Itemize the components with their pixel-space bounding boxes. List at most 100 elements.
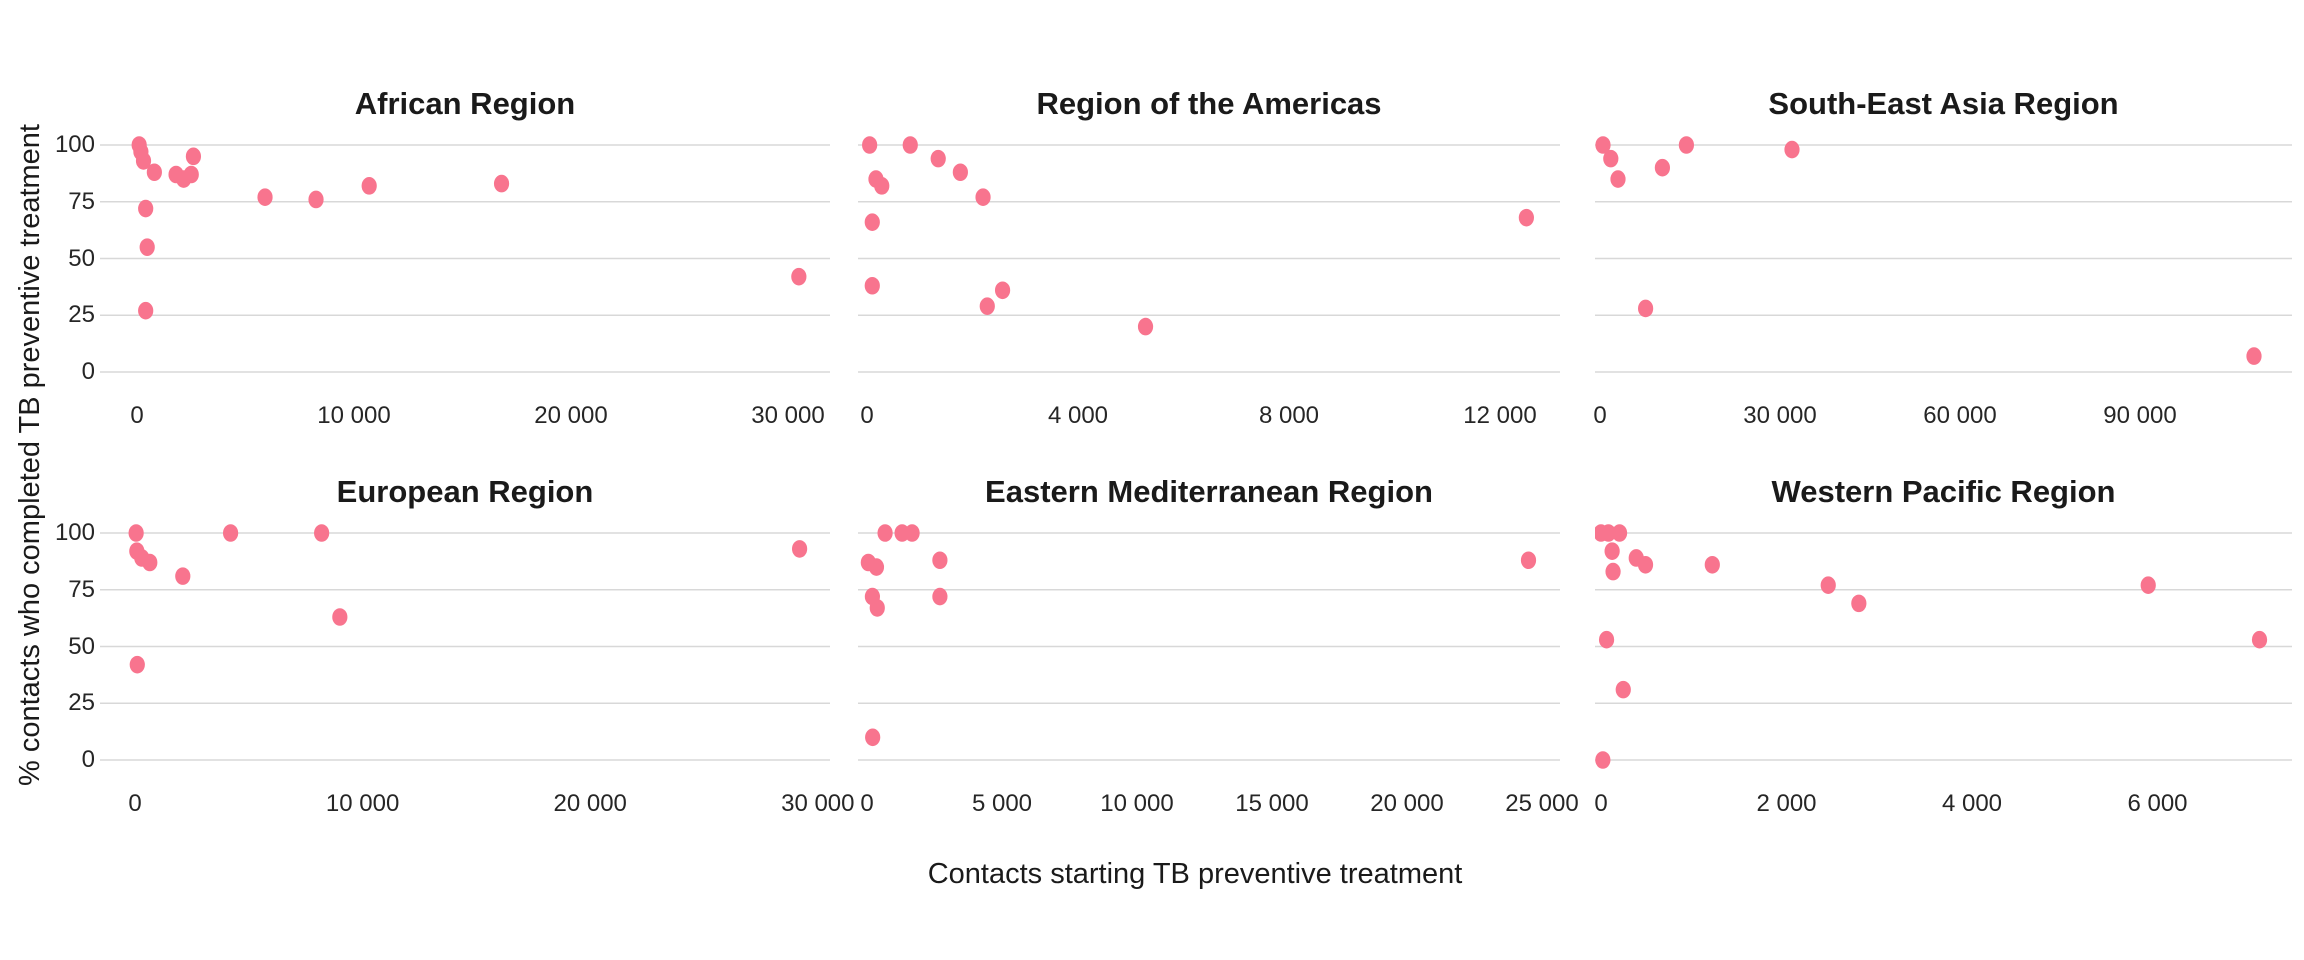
x-tick-label: 30 000	[1743, 402, 1817, 429]
data-point	[1820, 576, 1836, 595]
data-point	[1518, 208, 1534, 227]
x-tick-label: 4 000	[1941, 790, 2003, 817]
data-point	[183, 165, 199, 184]
data-point	[864, 276, 880, 295]
data-point	[138, 301, 154, 320]
x-tick-label: 12 000	[1463, 402, 1537, 429]
x-axis-label: Contacts starting TB preventive treatmen…	[927, 858, 1463, 890]
data-point	[1654, 158, 1670, 177]
x-tick-label: 30 000	[751, 402, 825, 429]
panel-plot-1	[100, 136, 830, 373]
data-point	[904, 524, 920, 542]
data-point	[791, 540, 808, 558]
y-tick-label: 100	[54, 131, 95, 158]
data-point	[869, 599, 885, 617]
x-tick-label: 0	[1594, 790, 1608, 817]
data-point	[1637, 555, 1654, 574]
data-point	[791, 267, 807, 286]
data-point	[1851, 594, 1867, 613]
data-point	[932, 551, 948, 570]
panel-plot-3	[1595, 136, 2292, 373]
data-point	[994, 281, 1011, 300]
x-tick-label: 0	[1593, 402, 1607, 429]
data-point	[862, 136, 878, 154]
panel-title-1: African Region	[354, 86, 576, 121]
y-tick-label: 25	[68, 689, 95, 717]
data-point	[257, 188, 273, 207]
data-point	[332, 608, 348, 626]
data-point	[1784, 140, 1800, 159]
data-point	[1137, 317, 1154, 336]
data-point	[1604, 542, 1620, 560]
x-tick-label: 30 000	[781, 790, 855, 817]
data-point	[864, 213, 880, 231]
data-point	[138, 199, 154, 218]
data-point	[975, 188, 991, 207]
panel-title-5: Eastern Mediterranean Region	[985, 474, 1433, 509]
data-point	[222, 524, 239, 542]
panel-title-2: Region of the Americas	[1036, 86, 1382, 121]
data-point	[129, 655, 145, 674]
y-tick-label: 50	[68, 632, 95, 660]
data-point	[1615, 680, 1631, 699]
data-point	[1610, 170, 1626, 188]
x-tick-label: 20 000	[534, 402, 608, 429]
x-tick-label: 5 000	[971, 790, 1033, 817]
data-point	[1611, 524, 1628, 542]
data-point	[146, 163, 162, 182]
y-tick-label: 75	[68, 575, 95, 603]
data-point	[1704, 555, 1720, 574]
data-point	[2246, 347, 2262, 365]
y-axis-label: % contacts who completed TB preventive t…	[14, 124, 46, 786]
data-point	[314, 524, 330, 542]
x-tick-label: 15 000	[1235, 790, 1309, 817]
x-tick-label: 0	[128, 790, 142, 817]
x-tick-label: 2 000	[1756, 790, 1817, 817]
data-point	[902, 136, 918, 154]
data-point	[185, 147, 202, 166]
y-tick-label: 100	[54, 519, 95, 546]
x-tick-label: 0	[130, 402, 144, 429]
data-point	[142, 553, 158, 572]
data-point	[1678, 136, 1694, 154]
data-point	[865, 728, 881, 747]
data-point	[979, 297, 995, 315]
x-tick-label: 6 000	[2127, 790, 2188, 817]
data-point	[952, 163, 968, 182]
data-point	[139, 238, 155, 256]
x-tick-label: 20 000	[1370, 790, 1444, 817]
x-tick-label: 25 000	[1505, 790, 1579, 817]
data-point	[2251, 630, 2268, 649]
panel-title-4: European Region	[336, 474, 594, 509]
data-point	[1638, 299, 1654, 318]
panel-title-3: South-East Asia Region	[1768, 86, 2119, 121]
data-point	[1520, 551, 1537, 570]
data-point	[877, 524, 893, 542]
panel-plot-2	[858, 136, 1560, 373]
data-point	[493, 174, 510, 193]
data-point	[1595, 751, 1611, 769]
data-point	[2140, 576, 2156, 595]
y-tick-label: 0	[81, 358, 95, 385]
data-point	[308, 190, 324, 209]
x-tick-label: 10 000	[325, 790, 400, 817]
data-point	[868, 558, 885, 576]
data-point	[361, 177, 377, 195]
data-point	[874, 177, 890, 195]
y-tick-label: 25	[68, 301, 95, 329]
data-point	[1605, 562, 1621, 581]
x-tick-label: 4 000	[1047, 402, 1109, 429]
x-tick-label: 90 000	[2103, 402, 2177, 429]
x-tick-label: 0	[860, 402, 874, 429]
data-point	[175, 567, 191, 585]
panel-plot-4	[100, 524, 830, 761]
y-tick-label: 75	[68, 187, 95, 215]
x-tick-label: 60 000	[1923, 402, 1997, 429]
data-point	[1598, 630, 1615, 649]
y-tick-label: 50	[68, 244, 95, 272]
data-point	[930, 149, 946, 168]
data-point	[1595, 136, 1611, 154]
data-point	[135, 152, 152, 170]
data-point	[128, 524, 144, 542]
